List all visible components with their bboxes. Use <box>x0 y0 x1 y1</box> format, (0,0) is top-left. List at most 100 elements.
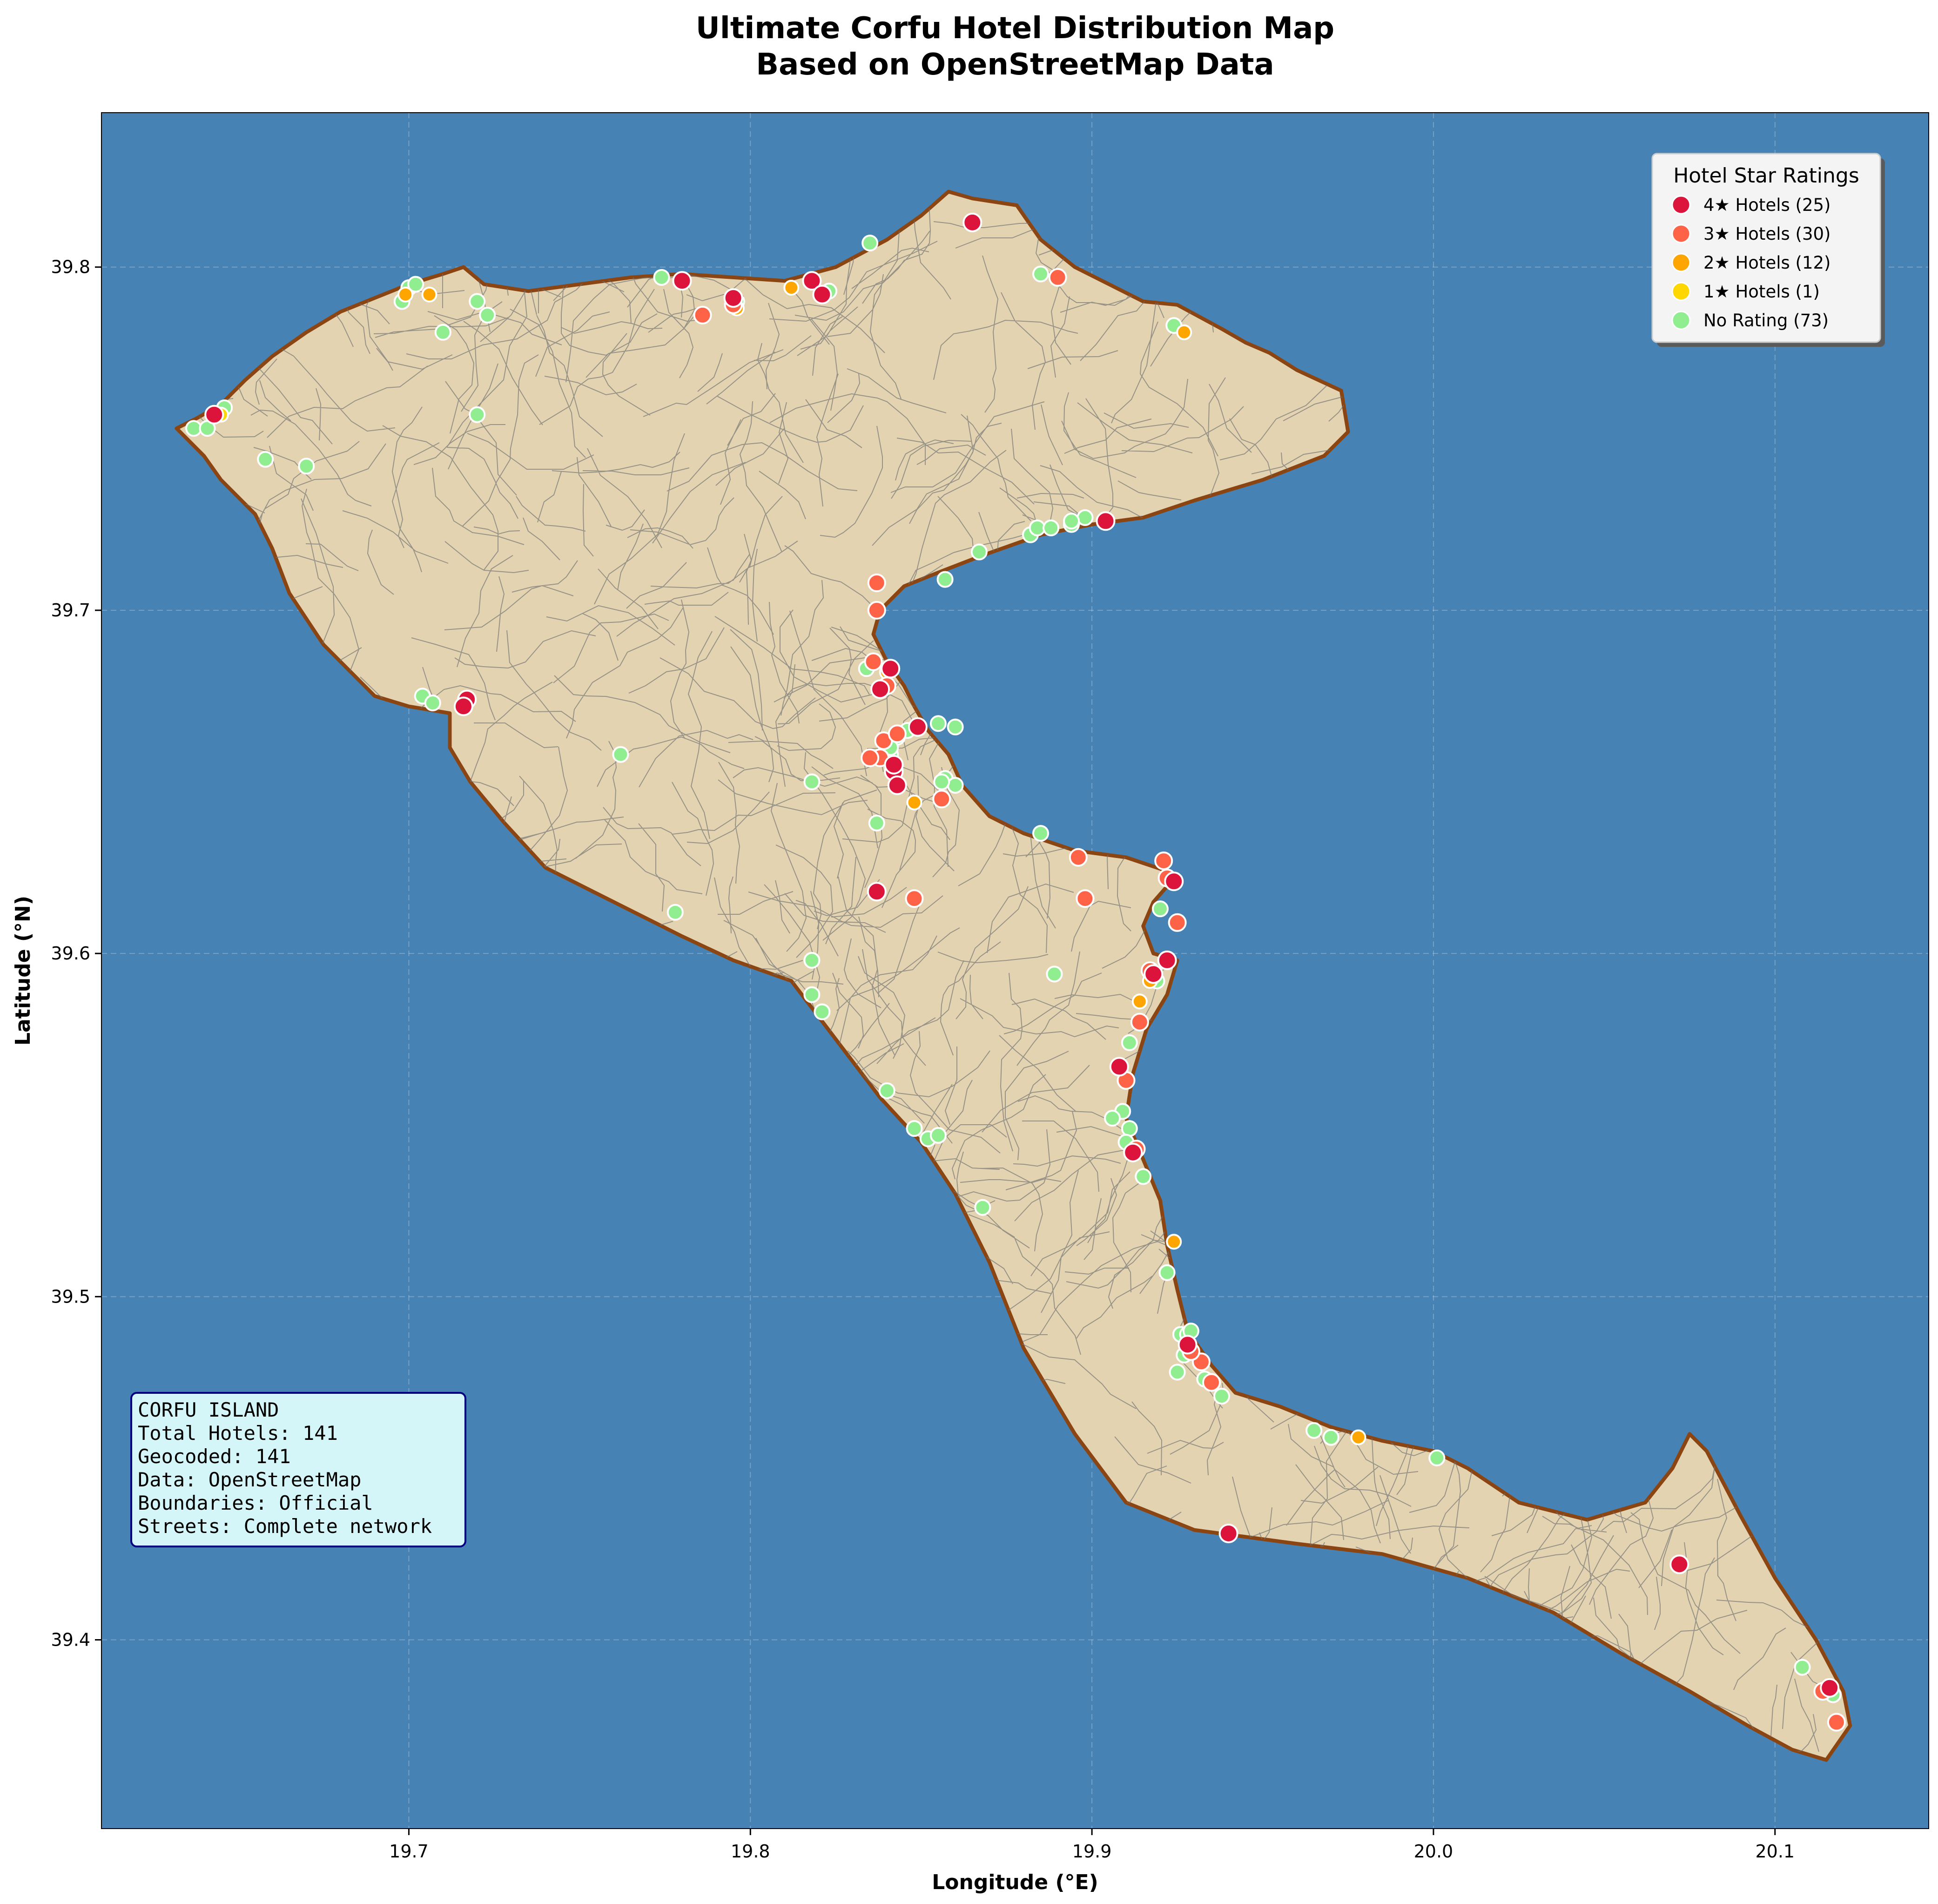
hotel-marker-4-star <box>1096 511 1116 531</box>
legend-marker-icon <box>1671 311 1691 330</box>
hotel-marker-4-star <box>802 271 822 291</box>
legend-entry-3-star: 3★ Hotels (30) <box>1671 224 1830 244</box>
y-tick-3: 39.6 <box>51 943 101 964</box>
hotel-marker-no-rating <box>933 773 950 790</box>
hotel-marker-3-star <box>1202 1373 1221 1392</box>
hotel-marker-4-star <box>672 271 692 291</box>
hotel-marker-3-star <box>1130 1013 1149 1032</box>
hotel-marker-2-star <box>1176 324 1192 340</box>
hotel-marker-no-rating <box>257 451 274 468</box>
x-tick-3: 19.9 <box>1072 1829 1112 1862</box>
y-tick-label: 39.4 <box>51 1630 90 1650</box>
hotel-marker-no-rating <box>803 986 821 1003</box>
hotel-marker-no-rating <box>469 406 486 423</box>
info-line-island: CORFU ISLAND <box>138 1398 279 1421</box>
hotel-marker-3-star <box>932 790 951 809</box>
hotel-marker-2-star <box>397 286 414 303</box>
hotel-marker-4-star <box>723 288 743 308</box>
legend-label: 3★ Hotels (30) <box>1703 224 1830 244</box>
hotel-marker-4-star <box>1218 1524 1238 1543</box>
info-line-data-source: Data: OpenStreetMap <box>138 1468 361 1491</box>
hotel-marker-no-rating <box>947 776 964 794</box>
hotel-marker-no-rating <box>1135 1168 1152 1185</box>
legend-label: 2★ Hotels (12) <box>1703 253 1830 273</box>
hotel-marker-no-rating <box>1063 513 1080 530</box>
y-tick-label: 39.8 <box>51 257 90 277</box>
hotel-marker-no-rating <box>803 952 821 969</box>
legend-marker-icon <box>1671 195 1691 215</box>
hotel-marker-no-rating <box>434 324 451 341</box>
map-title-line1: Ultimate Corfu Hotel Distribution Map <box>696 11 1334 46</box>
legend-label: 4★ Hotels (25) <box>1703 195 1830 215</box>
hotel-marker-no-rating <box>1032 825 1049 842</box>
hotel-marker-no-rating <box>1121 1120 1138 1137</box>
hotel-marker-4-star <box>204 405 224 425</box>
info-box-background <box>130 1392 466 1547</box>
hotel-marker-2-star <box>783 280 800 296</box>
legend: Hotel Star Ratings 4★ Hotels (25) 3★ Hot… <box>1651 153 1885 347</box>
hotel-marker-no-rating <box>298 458 315 475</box>
hotel-marker-no-rating <box>868 815 885 831</box>
hotel-marker-3-star <box>864 652 883 671</box>
info-line-streets: Streets: Complete network <box>138 1515 432 1538</box>
hotel-marker-3-star <box>1048 268 1067 287</box>
y-tick-label: 39.6 <box>51 943 90 964</box>
hotel-marker-no-rating <box>1213 1388 1230 1405</box>
y-tick-label: 39.5 <box>51 1286 90 1307</box>
hotel-marker-no-rating <box>1158 1264 1176 1281</box>
hotel-marker-no-rating <box>1032 265 1049 283</box>
x-tick-label: 20.0 <box>1414 1841 1454 1862</box>
y-tick-label: 39.7 <box>51 600 90 621</box>
x-tick-label: 19.9 <box>1072 1841 1112 1862</box>
info-line-geocoded: Geocoded: 141 <box>138 1445 291 1468</box>
hotel-marker-no-rating <box>407 276 424 293</box>
hotel-marker-3-star <box>1168 913 1187 932</box>
legend-marker-icon <box>1671 224 1691 243</box>
hotel-marker-no-rating <box>653 269 670 286</box>
legend-marker-icon <box>1671 253 1691 272</box>
hotel-marker-no-rating <box>936 571 954 588</box>
x-axis-label: Longitude (°E) <box>932 1870 1098 1894</box>
hotel-marker-no-rating <box>970 543 988 560</box>
hotel-marker-3-star <box>867 601 886 620</box>
hotel-marker-4-star <box>812 284 832 304</box>
hotel-marker-2-star <box>1166 1234 1182 1250</box>
hotel-marker-no-rating <box>1428 1449 1446 1466</box>
hotel-marker-no-rating <box>1169 1364 1186 1381</box>
hotel-marker-4-star <box>867 882 887 902</box>
hotel-marker-no-rating <box>1305 1422 1323 1439</box>
hotel-marker-no-rating <box>424 695 441 711</box>
hotel-marker-no-rating <box>612 746 629 763</box>
legend-label: No Rating (73) <box>1703 311 1829 331</box>
hotel-markers <box>185 212 1846 1732</box>
x-tick-1: 19.7 <box>389 1829 429 1862</box>
hotel-marker-2-star <box>1350 1429 1366 1445</box>
x-tick-4: 20.0 <box>1414 1829 1454 1862</box>
island-landmass <box>175 189 1852 1762</box>
hotel-marker-3-star <box>693 305 712 324</box>
y-tick-1: 39.4 <box>51 1630 101 1650</box>
hotel-marker-3-star <box>888 724 907 743</box>
hotel-marker-no-rating <box>814 1003 831 1020</box>
hotel-marker-no-rating <box>1322 1429 1339 1446</box>
legend-box <box>1651 153 1881 343</box>
hotel-marker-3-star <box>1076 889 1095 908</box>
hotel-marker-no-rating <box>1794 1659 1811 1676</box>
y-axis-label: Latitude (°N) <box>11 896 35 1046</box>
hotel-marker-4-star <box>962 212 982 232</box>
hotel-marker-4-star <box>1178 1335 1198 1355</box>
hotel-marker-3-star <box>867 574 886 592</box>
hotel-marker-4-star <box>1669 1554 1689 1574</box>
hotel-marker-no-rating <box>974 1199 991 1216</box>
hotel-marker-no-rating <box>479 306 496 324</box>
info-box: CORFU ISLAND Total Hotels: 141 Geocoded:… <box>130 1392 466 1547</box>
hotel-marker-4-star <box>1164 871 1184 891</box>
hotel-marker-no-rating <box>906 1120 923 1137</box>
hotel-marker-no-rating <box>1077 509 1094 526</box>
hotel-marker-no-rating <box>185 420 202 437</box>
legend-label: 1★ Hotels (1) <box>1703 282 1820 302</box>
hotel-marker-no-rating <box>469 293 486 310</box>
hotel-marker-no-rating <box>1046 966 1063 983</box>
hotel-marker-no-rating <box>1029 520 1046 536</box>
hotel-marker-2-star <box>1131 993 1148 1010</box>
